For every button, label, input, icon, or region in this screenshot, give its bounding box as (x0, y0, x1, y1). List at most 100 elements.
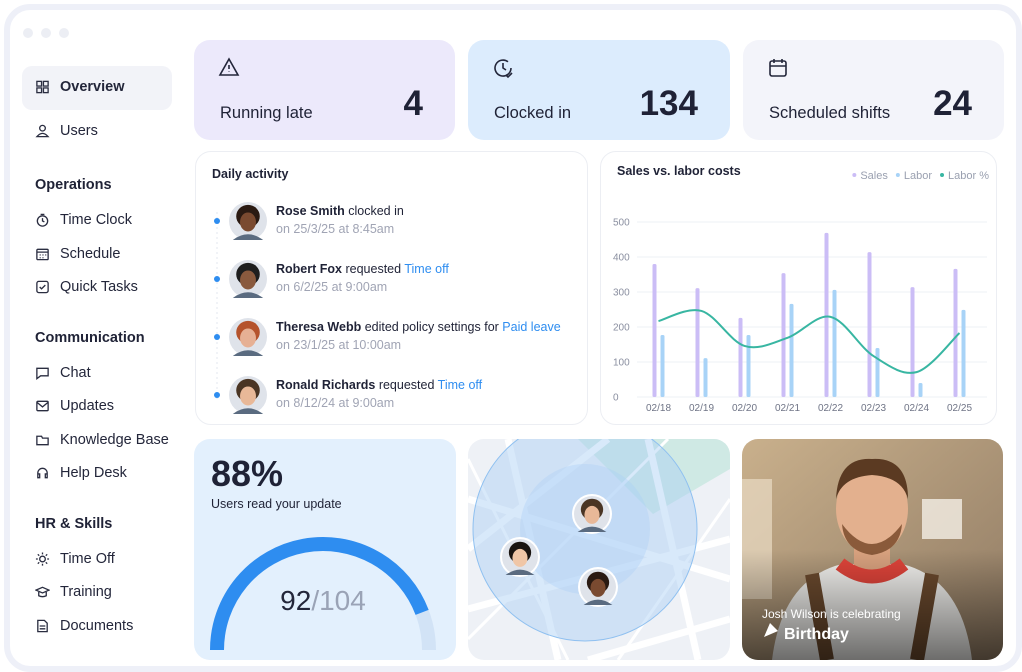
avatar-body (232, 408, 264, 414)
nav-item[interactable]: Time Clock (35, 212, 132, 228)
avatar-body (232, 350, 264, 356)
activity-time: on 23/1/25 at 10:00am (276, 338, 402, 352)
activity-link[interactable]: Time off (404, 262, 449, 276)
bar (918, 383, 923, 397)
activity-line: Robert Fox requested Time off (276, 262, 449, 276)
bar (961, 309, 966, 397)
nav-item[interactable]: Updates (35, 398, 114, 414)
nav-section: HR & Skills (35, 515, 113, 532)
activity-action: requested (345, 262, 402, 276)
nav-label: Updates (60, 398, 115, 414)
nav-icon (37, 467, 48, 479)
nav-item[interactable]: Schedule (35, 246, 120, 262)
nav-icon (36, 435, 49, 445)
chart-card: Sales vs. labor costs 0 100 200 300 400 500 La… (600, 151, 997, 425)
stat-icon (494, 59, 513, 79)
nav-item[interactable]: Knowledge Base (35, 432, 169, 448)
avatar-body (577, 526, 607, 532)
avatar (572, 494, 612, 534)
avatar-face (590, 578, 606, 597)
nav-label: Help Desk (60, 465, 127, 481)
nav-item[interactable]: Training (35, 584, 112, 600)
stat-card: Clocked in 134 (468, 40, 730, 140)
activity-name: Rose Smith (276, 204, 345, 218)
nav-icon (36, 367, 49, 380)
activity-action: edited policy settings for (364, 320, 499, 334)
avatar-body (232, 234, 264, 240)
nav-icon (35, 586, 50, 598)
x-tick-label: 02/23 (861, 403, 886, 414)
stat-card: Running late 4 (194, 40, 455, 140)
stat-label: Running late (220, 104, 313, 122)
activity-item: Robert Fox requested Time off on 6/2/25 a… (276, 262, 449, 294)
bar (867, 252, 872, 397)
x-tick-label: 02/20 (732, 403, 757, 414)
update-card: 88% Users read your update 92/104 (194, 439, 456, 660)
stat-label: Scheduled shifts (769, 104, 891, 122)
nav-item[interactable]: Time Off (35, 551, 115, 567)
update-percent: 88% (211, 453, 284, 494)
avatar (227, 200, 269, 242)
nav-icon (36, 400, 49, 412)
nav-item[interactable]: Help Desk (35, 465, 127, 481)
avatar (227, 316, 269, 358)
x-tick-label: 02/25 (947, 403, 972, 414)
line (658, 309, 961, 374)
gauge: 92/104 (210, 537, 436, 651)
x-tick-label: 02/19 (689, 403, 714, 414)
birthday-title: Birthday (784, 626, 849, 643)
nav-label: Quick Tasks (60, 279, 138, 295)
timeline-dot (214, 276, 220, 282)
gauge-read: 92 (280, 585, 311, 616)
timeline-dot (214, 392, 220, 398)
stat-card: Scheduled shifts 24 (743, 40, 1004, 140)
nav-icon (37, 619, 48, 632)
timeline-dot (214, 218, 220, 224)
avatar-face (240, 212, 256, 232)
nav-icon (35, 124, 50, 138)
nav-label: Documents (60, 617, 134, 634)
bar (746, 335, 751, 397)
nav-item[interactable]: Users (35, 123, 98, 139)
activity-action: clocked in (348, 204, 404, 218)
nav-icon (36, 248, 49, 260)
stat-value: 134 (639, 84, 698, 123)
nav-item[interactable]: Chat (35, 365, 91, 381)
nav-label: Time Off (60, 550, 115, 567)
nav-section: Communication (35, 329, 145, 346)
activity-link[interactable]: Time off (437, 378, 483, 392)
timeline-dot (214, 334, 220, 340)
activity-line: Ronald Richards requested Time off (276, 378, 482, 392)
avatar-face (584, 505, 600, 524)
activity-link[interactable]: Paid leave (502, 320, 561, 334)
y-tick-label: 0 (613, 393, 619, 404)
nav-label: Chat (60, 364, 91, 381)
map (468, 439, 730, 660)
bar (703, 358, 708, 397)
y-tick-label: 400 (613, 253, 630, 264)
nav-label: Training (60, 584, 112, 600)
nav-item[interactable]: Quick Tasks (35, 279, 138, 295)
stat-icon (769, 59, 787, 77)
x-tick-label: 02/18 (646, 403, 671, 414)
nav-label: Knowledge Base (60, 431, 169, 448)
avatar-face (512, 548, 528, 567)
avatar-body (505, 569, 535, 575)
nav-label: Time Clock (60, 212, 132, 228)
avatar (500, 537, 540, 577)
legend-label: Labor % (948, 170, 989, 182)
avatar-face (240, 386, 256, 406)
stat-value: 4 (403, 84, 423, 123)
avatar-face (240, 270, 256, 290)
map-card (468, 439, 730, 660)
bar (652, 264, 657, 397)
nav-item[interactable]: Overview (35, 79, 125, 95)
gauge-text: 92/104 (280, 585, 366, 616)
legend-dot (852, 173, 857, 177)
birthday-text: Josh Wilson is celebrating (762, 607, 901, 621)
bar (910, 287, 915, 397)
bar (824, 232, 829, 397)
stat-value: 24 (933, 84, 972, 123)
nav-item[interactable]: Documents (35, 618, 133, 634)
nav-section: Operations (35, 177, 112, 193)
